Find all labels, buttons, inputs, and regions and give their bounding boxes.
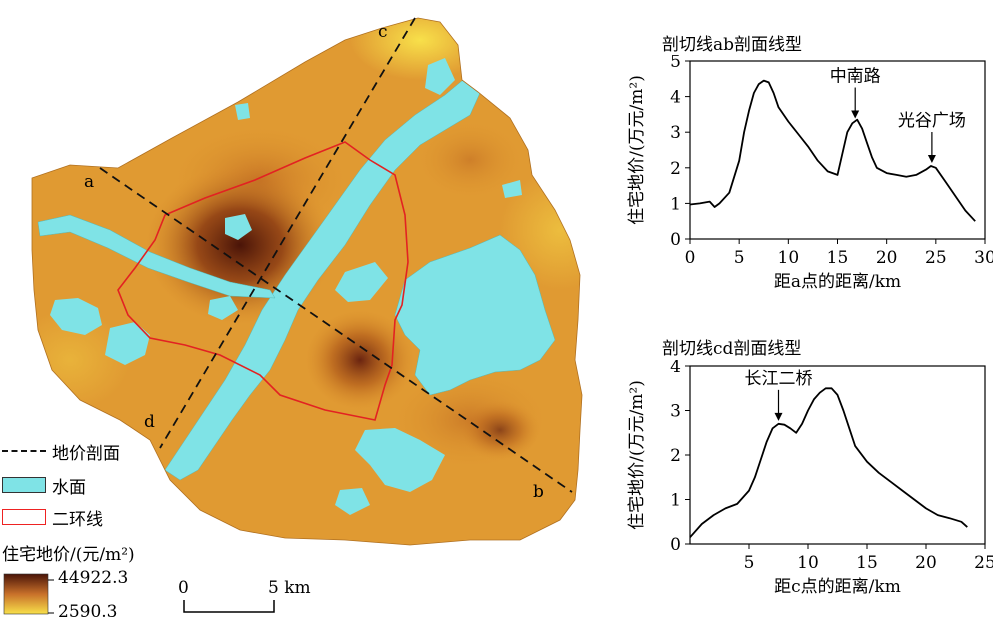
chart-cd-xtick-label: 10 [797,553,819,573]
legend-ring-road-label: 二环线 [52,509,103,530]
water-swatch [2,477,46,493]
chart-ab-xtick-label: 20 [876,248,898,268]
scale-bar [183,600,275,613]
chart-ab-ytick-label: 2 [670,159,681,179]
chart-cd-title: 剖切线cd剖面线型 [662,339,802,359]
chart-ab: 0 1 2 3 4 5 0 5 10 15 20 25 30 距a点的距离/km 住宅地价/(万元/m²) 中… [627,55,993,292]
chart-ab-annotation-1: 光谷广场 [898,111,966,131]
ring-road-line [117,141,409,421]
chart-cd-plot-frame [689,365,986,545]
profile-line-ab [99,167,573,493]
legend-profile-line: 地价剖面 [2,440,120,464]
chart-ab-ytick-label: 1 [670,194,681,214]
chart-ab-xlabel: 距a点的距离/km [774,272,901,292]
chart-ab-xtick-label: 5 [734,248,745,268]
scale-zero-label: 0 [178,578,189,598]
legend-water-label: 水面 [52,477,86,498]
profile-label-a: a [84,172,95,192]
chart-ab-xtick-label: 25 [925,248,947,268]
chart-cd: 0 1 2 3 4 5 10 15 20 25 距c点的距离/km 住宅地价/(万元/m²) 长江二桥 [627,360,993,597]
legend-price-min: 2590.3 [58,602,118,622]
chart-ab-ytick-label: 3 [670,123,681,143]
chart-ab-ytick-label: 4 [670,88,681,108]
legend-price-title: 住宅地价/(元/m²) [2,545,135,565]
chart-cd-annotation-arrowhead-0 [774,412,783,421]
chart-ab-xtick-label: 0 [685,248,696,268]
chart-cd-ytick-label: 4 [670,360,681,377]
chart-ab-annotation-arrowhead-1 [927,155,936,164]
price-map [3,17,583,615]
chart-cd-xtick-label: 15 [856,553,878,573]
chart-cd-annotation-0: 长江二桥 [745,369,813,389]
chart-ab-xtick-label: 15 [827,248,849,268]
chart-ab-ytick-label: 5 [670,55,681,72]
chart-ab-series-line [689,79,976,222]
scale-max-label: 5 km [268,578,311,598]
chart-ab-annotation-0: 中南路 [830,67,881,87]
profile-label-b: b [533,482,544,502]
price-color-bar [3,573,49,615]
legend-profile-label: 地价剖面 [52,443,120,464]
legend-price-max: 44922.3 [58,568,129,588]
ring-road-swatch [2,509,46,525]
chart-ab-plot-frame [689,60,986,240]
chart-ab-annotation-arrowhead-0 [851,110,860,119]
chart-cd-xtick-label: 20 [915,553,937,573]
chart-ab-ytick-label: 0 [670,230,681,250]
chart-cd-series-line [689,387,968,538]
dashed-line-swatch [2,450,46,452]
chart-cd-ytick-label: 2 [670,446,681,466]
chart-ab-title: 剖切线ab剖面线型 [662,35,803,55]
chart-cd-xlabel: 距c点的距离/km [774,577,901,597]
chart-ab-ylabel: 住宅地价/(万元/m²) [627,75,647,225]
profile-line-cd [159,17,416,449]
chart-cd-ytick-label: 3 [670,402,681,422]
chart-cd-xtick-label: 5 [744,553,755,573]
chart-ab-xtick-label: 30 [974,248,993,268]
chart-cd-ytick-label: 1 [670,491,681,511]
profile-label-c: c [378,22,388,42]
profile-label-d: d [144,412,155,432]
chart-ab-xtick-label: 10 [778,248,800,268]
legend-ring-road: 二环线 [2,506,103,530]
legend-water: 水面 [2,474,86,498]
chart-cd-xtick-label: 25 [974,553,993,573]
chart-cd-ylabel: 住宅地价/(万元/m²) [627,380,647,530]
chart-cd-ytick-label: 0 [670,535,681,555]
